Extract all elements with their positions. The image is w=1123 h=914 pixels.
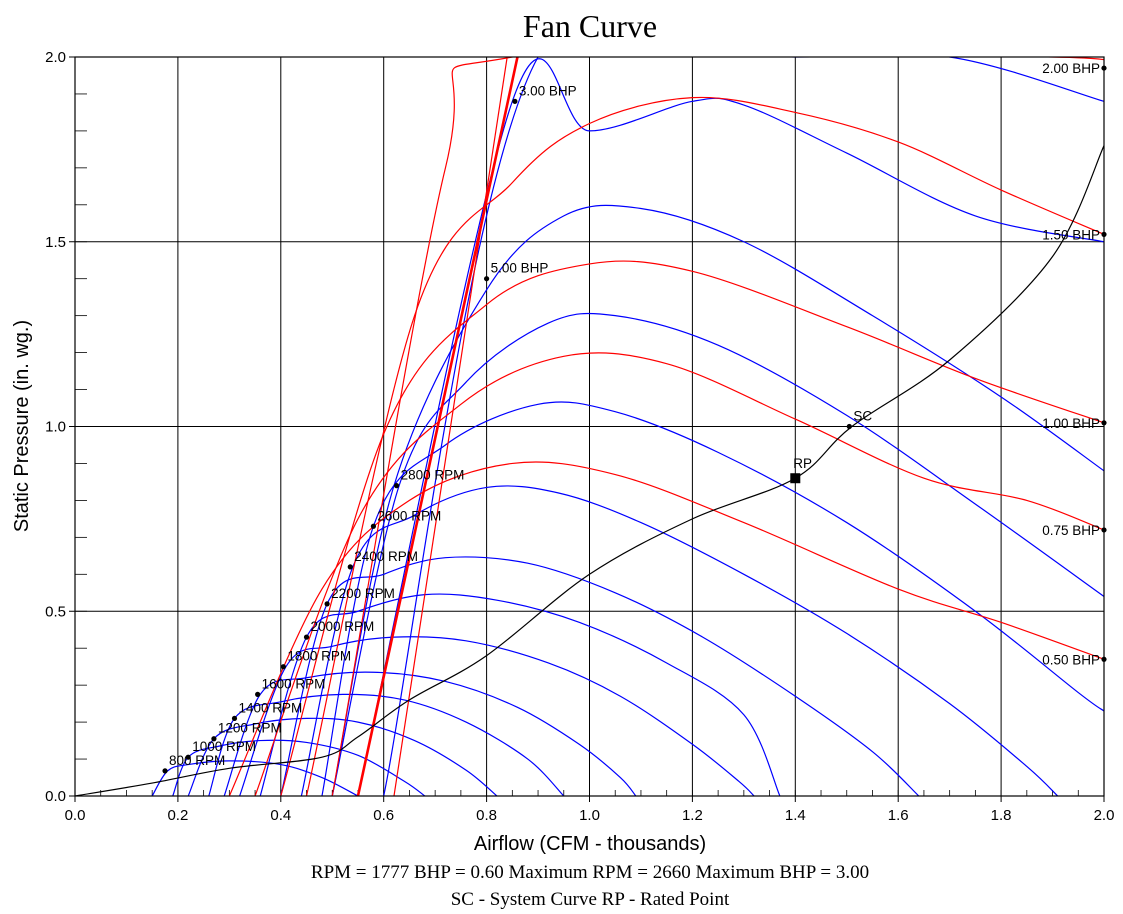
curve-label: 2400 RPM [354,549,418,564]
rpm-curve-2660 [331,312,1104,796]
x-tick-label: 1.8 [991,807,1012,824]
label-dot [324,601,330,607]
rated-point-marker [790,473,801,484]
curve-label: 2000 RPM [311,619,375,634]
rpm-curve-1800 [239,636,755,796]
rpm-curve-1000 [172,739,426,796]
rated-point-label: RP [793,456,812,471]
plot-frame [74,56,1105,797]
footer-line-2: SC - System Curve RP - Rated Point [451,889,730,910]
y-axis-label: Static Pressure (in. wg.) [11,320,33,532]
system-curve [75,145,1104,796]
x-tick-label: 0.4 [270,807,291,824]
x-tick-label: 1.0 [579,807,600,824]
x-tick-label: 1.2 [682,807,703,824]
curve-label: 5.00 BHP [491,261,549,276]
curve-label: 3.00 BHP [519,83,577,98]
curve-label: 2800 RPM [401,468,465,483]
rpm-curve-2200 [280,556,920,796]
curves [75,57,1104,796]
curve-label: 1.50 BHP [1042,227,1100,242]
rpm-curve-2600 [321,401,1104,796]
label-dot [347,564,353,570]
y-tick-label: 0.5 [45,603,66,620]
x-tick-label: 0.2 [167,807,188,824]
rpm-curve-2400 [300,485,1059,796]
curve-label: 2200 RPM [331,586,395,601]
bhp-curve-5 [393,57,508,796]
bhp-curve-3 [356,57,519,796]
axis-ticks: 0.0 0.2 0.4 0.6 0.8 1.0 1.2 1.4 1.6 1.8 2.0 0.0 0.5 1… [45,49,1114,824]
curve-label: 0.50 BHP [1042,652,1100,667]
curve-label: 800 RPM [169,753,225,768]
label-dot [162,768,168,774]
curve-label: 1200 RPM [218,721,282,736]
footer-line-1: RPM = 1777 BHP = 0.60 Maximum RPM = 2660… [311,862,869,883]
rpm-curve-3200 [383,57,1104,796]
curve-label: 2.00 BHP [1042,61,1100,76]
bhp-curve-1.5 [305,96,1104,796]
bhp-curve-0.5 [228,461,1104,796]
bhp-curve-1 [280,260,1104,796]
rpm-curve-3000 [357,58,1104,796]
x-tick-label: 0.6 [373,807,394,824]
label-dot [185,754,191,760]
curve-label: 2600 RPM [377,508,441,523]
x-tick-label: 2.0 [1094,807,1115,824]
x-axis-label: Airflow (CFM - thousands) [474,833,706,855]
label-dot [211,736,217,742]
curve-label: 0.75 BHP [1042,523,1100,538]
y-tick-label: 1.0 [45,419,66,436]
label-dot [280,664,286,670]
label-dot [846,423,852,430]
label-dot [393,483,400,489]
system-curve-label: SC [853,409,872,424]
x-tick-label: 0.0 [65,807,86,824]
label-dot [255,691,261,697]
label-dot [512,98,518,104]
curve-label: 1000 RPM [192,739,256,754]
x-tick-label: 1.6 [888,807,909,824]
y-tick-label: 0.0 [45,788,66,805]
x-tick-label: 1.4 [785,807,806,824]
label-dot [303,634,310,640]
label-dot [231,715,238,722]
grid [75,57,1104,796]
y-tick-label: 2.0 [45,49,66,66]
label-dot [484,276,490,282]
rpm-curve-1600 [223,671,637,796]
rpm-curve-2800 [331,204,1104,796]
y-tick-label: 1.5 [45,234,66,251]
bhp-curve-2 [331,57,1104,796]
bhp-curve-0.75 [254,352,1104,796]
curve-label: 1400 RPM [238,700,302,715]
chart-title: Fan Curve [523,8,657,44]
curve-label: 1.00 BHP [1042,416,1100,431]
curve-label: 1800 RPM [287,649,351,664]
label-dot [370,523,377,529]
x-tick-label: 0.8 [476,807,497,824]
curve-label: 1600 RPM [262,676,326,691]
